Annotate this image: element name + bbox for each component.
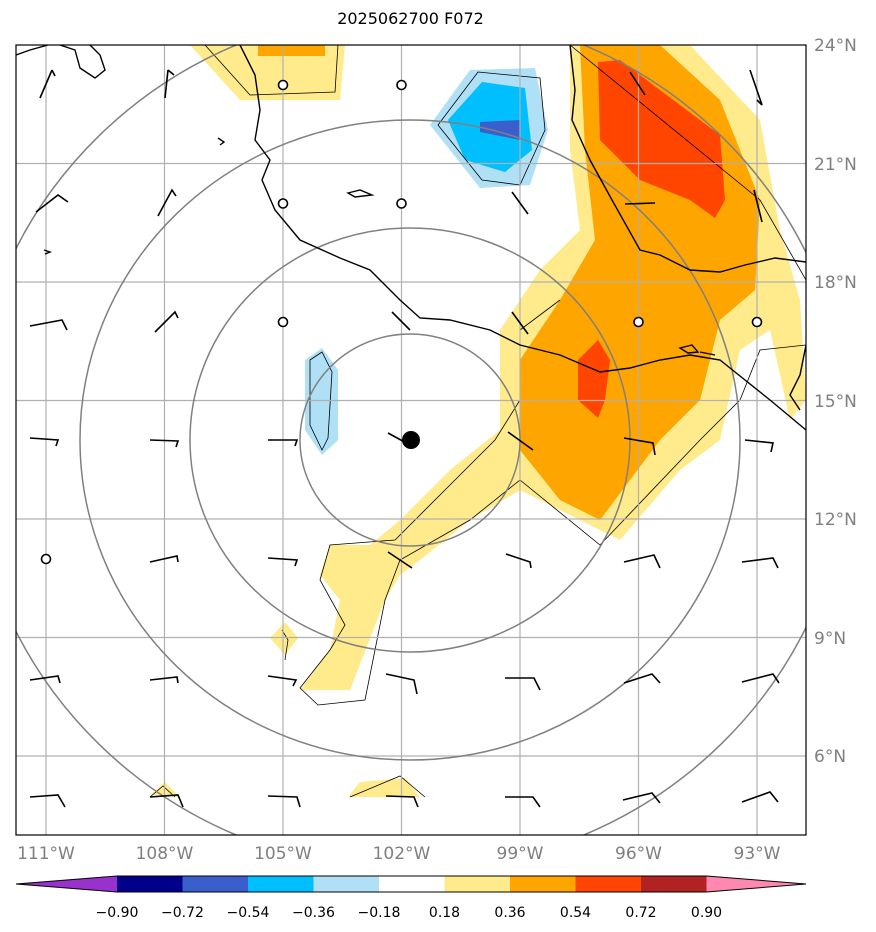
- calm-wind-markers: [40, 79, 763, 565]
- colorbar-segment: [510, 876, 576, 892]
- colorbar-tick-label: −0.90: [96, 905, 139, 921]
- lat-label: 12°N: [814, 510, 857, 530]
- colorbar-segment: [641, 876, 707, 892]
- map-title: 2025062700 F072: [337, 9, 484, 28]
- colorbar-tick-label: 0.72: [625, 905, 656, 921]
- latitude-labels: 24°N 21°N 18°N 15°N 12°N 9°N 6°N: [814, 36, 857, 767]
- colorbar-segment: [248, 876, 314, 892]
- colorbar-tick-label: 0.18: [429, 905, 460, 921]
- lon-label: 102°W: [373, 844, 431, 864]
- longitude-labels: 111°W 108°W 105°W 102°W 99°W 96°W 93°W: [17, 844, 781, 864]
- lon-label: 105°W: [254, 844, 312, 864]
- lat-label: 18°N: [814, 273, 857, 293]
- colorbar-segment: [313, 876, 379, 892]
- lon-label: 96°W: [615, 844, 662, 864]
- colorbar-tick-label: −0.54: [227, 905, 270, 921]
- colorbar-segment: [379, 876, 445, 892]
- storm-center-marker: [402, 431, 420, 449]
- wind-barbs: [29, 69, 780, 808]
- map-frame: [15, 44, 807, 836]
- colorbar-segment: [182, 876, 248, 892]
- colorbar-segment: [575, 876, 641, 892]
- lat-label: 6°N: [814, 747, 846, 767]
- anomaly-contours: [149, 45, 806, 798]
- colorbar-min-extension: [16, 876, 117, 892]
- colorbar-tick-label: 0.90: [691, 905, 722, 921]
- colorbar-tick-label: 0.36: [494, 905, 525, 921]
- colorbar-tick-label: −0.18: [358, 905, 401, 921]
- colorbar-segment: [117, 876, 183, 892]
- colorbar-segment: [444, 876, 510, 892]
- lon-label: 111°W: [17, 844, 75, 864]
- lon-label: 93°W: [734, 844, 781, 864]
- lat-label: 24°N: [814, 36, 857, 56]
- lat-label: 9°N: [814, 629, 846, 649]
- lat-label: 15°N: [814, 392, 857, 412]
- lat-label: 21°N: [814, 155, 857, 175]
- colorbar-tick-label: −0.36: [292, 905, 335, 921]
- colorbar-tick-label: 0.54: [560, 905, 591, 921]
- lon-label: 108°W: [136, 844, 194, 864]
- coastlines: [16, 45, 806, 431]
- colorbar-max-extension: [706, 876, 806, 892]
- lon-label: 99°W: [497, 844, 544, 864]
- colorbar: −0.90 −0.72 −0.54 −0.36 −0.18 0.18 0.36 …: [15, 875, 807, 921]
- negative-anomaly-shading: [305, 68, 548, 455]
- colorbar-tick-label: −0.72: [161, 905, 204, 921]
